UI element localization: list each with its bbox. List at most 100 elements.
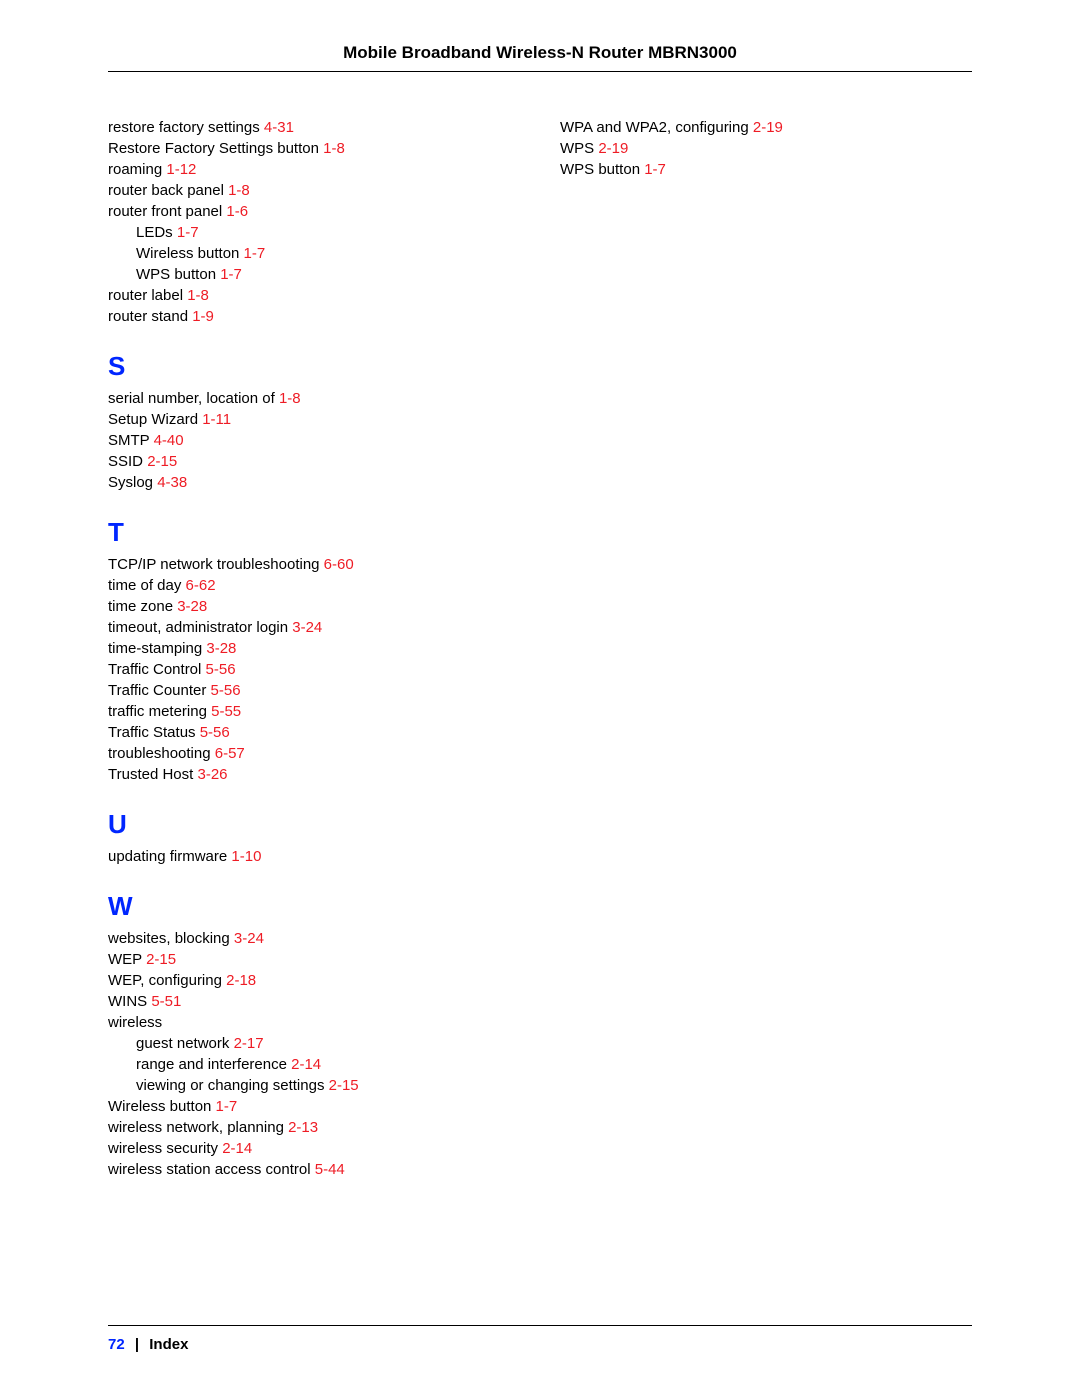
- footer-rule: [108, 1325, 972, 1326]
- index-page-ref[interactable]: 3-24: [234, 929, 264, 949]
- index-entry: updating firmware 1-10: [108, 847, 520, 867]
- index-entry-text: range and interference: [136, 1055, 291, 1075]
- index-entry-text: WPS button: [560, 160, 644, 180]
- index-page-ref[interactable]: 4-38: [157, 473, 187, 493]
- index-entry-text: Traffic Counter: [108, 681, 211, 701]
- index-entry: Traffic Control 5-56: [108, 660, 520, 680]
- index-page-ref[interactable]: 1-7: [644, 160, 666, 180]
- index-page-ref[interactable]: 1-8: [228, 181, 250, 201]
- index-page-ref[interactable]: 1-6: [226, 202, 248, 222]
- index-entry: wireless: [108, 1013, 520, 1033]
- index-entry-text: Traffic Status: [108, 723, 200, 743]
- index-page-ref[interactable]: 5-55: [211, 702, 241, 722]
- index-page-ref[interactable]: 2-15: [329, 1076, 359, 1096]
- index-page-ref[interactable]: 5-51: [151, 992, 181, 1012]
- index-page-ref[interactable]: 1-7: [220, 265, 242, 285]
- index-subentry: viewing or changing settings 2-15: [108, 1076, 520, 1096]
- index-entry-text: timeout, administrator login: [108, 618, 292, 638]
- index-page-ref[interactable]: 3-28: [206, 639, 236, 659]
- index-entry-text: time-stamping: [108, 639, 206, 659]
- index-entry: WEP 2-15: [108, 950, 520, 970]
- index-subentry: LEDs 1-7: [108, 223, 520, 243]
- index-entry-text: troubleshooting: [108, 744, 215, 764]
- index-page-ref[interactable]: 1-8: [323, 139, 345, 159]
- index-entry-text: Wireless button: [108, 1097, 216, 1117]
- index-entry: timeout, administrator login 3-24: [108, 618, 520, 638]
- index-page-ref[interactable]: 2-14: [291, 1055, 321, 1075]
- index-page-ref[interactable]: 2-14: [222, 1139, 252, 1159]
- index-page-ref[interactable]: 4-31: [264, 118, 294, 138]
- index-entry-text: WPS: [560, 139, 598, 159]
- index-page-ref[interactable]: 2-13: [288, 1118, 318, 1138]
- index-entry: websites, blocking 3-24: [108, 929, 520, 949]
- footer: 72 | Index: [108, 1325, 972, 1353]
- index-page-ref[interactable]: 6-57: [215, 744, 245, 764]
- index-page-ref[interactable]: 4-40: [154, 431, 184, 451]
- page-number: 72: [108, 1336, 125, 1353]
- index-entry-text: roaming: [108, 160, 166, 180]
- index-section-letter: W: [108, 893, 520, 919]
- index-entry: serial number, location of 1-8: [108, 389, 520, 409]
- index-entry-text: traffic metering: [108, 702, 211, 722]
- footer-separator: |: [129, 1336, 145, 1353]
- index-page-ref[interactable]: 3-28: [177, 597, 207, 617]
- index-entry-text: Restore Factory Settings button: [108, 139, 323, 159]
- index-subentry: guest network 2-17: [108, 1034, 520, 1054]
- index-entry: Restore Factory Settings button 1-8: [108, 139, 520, 159]
- index-entry: wireless security 2-14: [108, 1139, 520, 1159]
- index-page-ref[interactable]: 2-18: [226, 971, 256, 991]
- index-page-ref[interactable]: 5-56: [211, 681, 241, 701]
- index-page-ref[interactable]: 6-62: [186, 576, 216, 596]
- index-page-ref[interactable]: 1-7: [177, 223, 199, 243]
- index-page-ref[interactable]: 1-7: [216, 1097, 238, 1117]
- index-page-ref[interactable]: 2-19: [598, 139, 628, 159]
- index-entry-text: time zone: [108, 597, 177, 617]
- index-entry-text: websites, blocking: [108, 929, 234, 949]
- index-entry-text: wireless security: [108, 1139, 222, 1159]
- index-page-ref[interactable]: 1-10: [231, 847, 261, 867]
- index-column-right: WPA and WPA2, configuring 2-19WPS 2-19WP…: [560, 118, 972, 1181]
- index-entry: WPS button 1-7: [560, 160, 972, 180]
- index-page-ref[interactable]: 1-8: [187, 286, 209, 306]
- index-entry: WPS 2-19: [560, 139, 972, 159]
- index-subentry: Wireless button 1-7: [108, 244, 520, 264]
- index-page-ref[interactable]: 1-9: [192, 307, 214, 327]
- index-entry: Trusted Host 3-26: [108, 765, 520, 785]
- index-page-ref[interactable]: 1-8: [279, 389, 301, 409]
- index-page-ref[interactable]: 1-12: [166, 160, 196, 180]
- index-page-ref[interactable]: 5-56: [206, 660, 236, 680]
- index-page-ref[interactable]: 2-15: [147, 452, 177, 472]
- index-page-ref[interactable]: 5-56: [200, 723, 230, 743]
- index-entry-text: time of day: [108, 576, 186, 596]
- index-entry: SSID 2-15: [108, 452, 520, 472]
- index-entry: router label 1-8: [108, 286, 520, 306]
- index-entry: time of day 6-62: [108, 576, 520, 596]
- page: Mobile Broadband Wireless-N Router MBRN3…: [0, 0, 1080, 1397]
- index-entry-text: Wireless button: [136, 244, 244, 264]
- index-page-ref[interactable]: 5-44: [315, 1160, 345, 1180]
- index-columns: restore factory settings 4-31Restore Fac…: [108, 118, 972, 1181]
- index-page-ref[interactable]: 6-60: [324, 555, 354, 575]
- index-entry-text: Traffic Control: [108, 660, 206, 680]
- index-entry-text: LEDs: [136, 223, 177, 243]
- index-page-ref[interactable]: 2-17: [234, 1034, 264, 1054]
- index-entry-text: wireless network, planning: [108, 1118, 288, 1138]
- index-entry: restore factory settings 4-31: [108, 118, 520, 138]
- document-title: Mobile Broadband Wireless-N Router MBRN3…: [108, 43, 972, 63]
- header-rule: [108, 71, 972, 72]
- index-entry-text: WINS: [108, 992, 151, 1012]
- index-entry-text: router label: [108, 286, 187, 306]
- index-entry: WPA and WPA2, configuring 2-19: [560, 118, 972, 138]
- index-page-ref[interactable]: 2-15: [146, 950, 176, 970]
- index-section-letter: S: [108, 353, 520, 379]
- index-entry-text: SMTP: [108, 431, 154, 451]
- index-entry: WEP, configuring 2-18: [108, 971, 520, 991]
- index-page-ref[interactable]: 1-7: [244, 244, 266, 264]
- footer-line: 72 | Index: [108, 1336, 972, 1353]
- index-page-ref[interactable]: 1-11: [202, 410, 231, 430]
- index-page-ref[interactable]: 3-24: [292, 618, 322, 638]
- index-page-ref[interactable]: 2-19: [753, 118, 783, 138]
- index-section-letter: T: [108, 519, 520, 545]
- index-entry-text: router back panel: [108, 181, 228, 201]
- index-page-ref[interactable]: 3-26: [197, 765, 227, 785]
